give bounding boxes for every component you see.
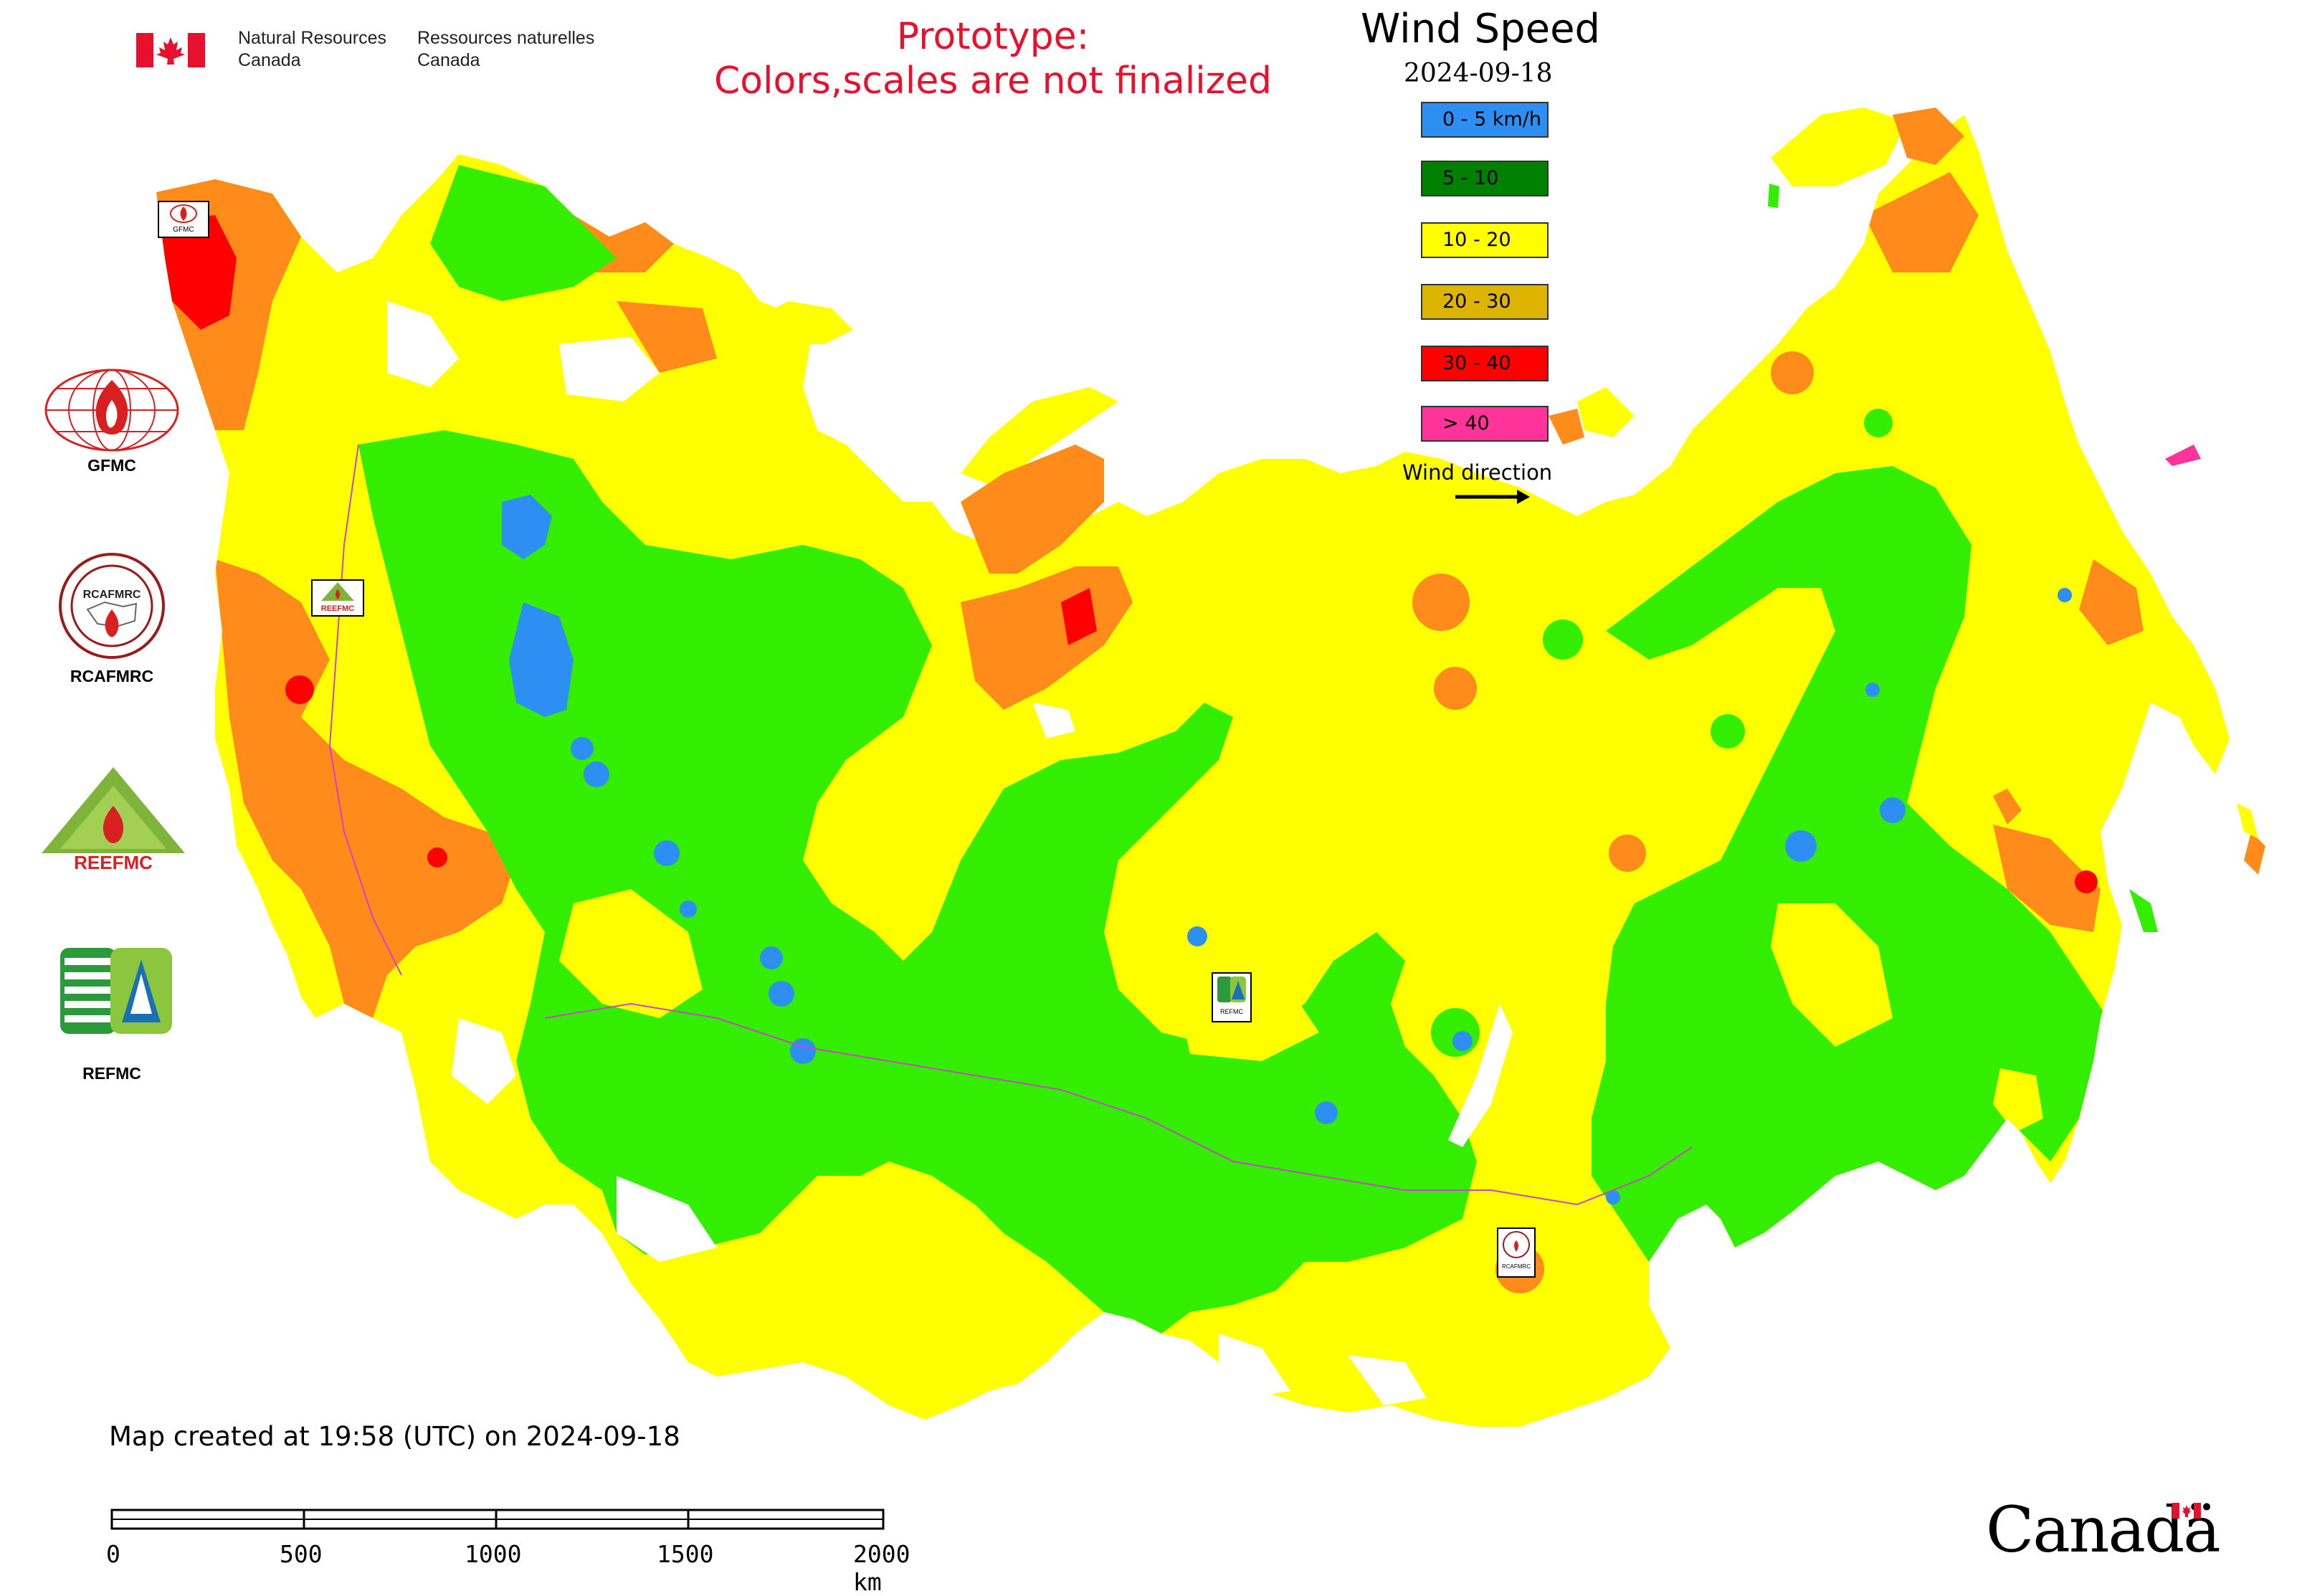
reefmc-badge-label: REEFMC (320, 604, 355, 613)
reefmc-badge-icon (321, 582, 354, 601)
scale-label-1000: 1000 (465, 1540, 522, 1568)
wind-direction-arrow-icon (1455, 490, 1530, 504)
refmc-badge-icon (1217, 977, 1246, 1002)
gov-name-french: Ressources naturelles Canada (417, 28, 595, 70)
legend-date: 2024-09-18 (1404, 59, 1553, 88)
legend-class-20-30: 20 - 30 (1421, 284, 1549, 320)
legend-label: 10 - 20 (1442, 229, 1511, 251)
gfmc-badge-icon (170, 204, 197, 223)
legend-label: > 40 (1442, 412, 1490, 434)
legend-class-30-40: 30 - 40 (1421, 346, 1549, 381)
legend-class-0-5: 0 - 5 km/h (1421, 102, 1549, 138)
reefmc-map-badge: REEFMC (311, 579, 364, 617)
refmc-badge-label: REFMC (1220, 1008, 1243, 1015)
legend-label: 0 - 5 km/h (1442, 108, 1541, 130)
reefmc-logo-text: REEFMC (74, 852, 153, 873)
scale-label-2000: 2000 km (853, 1540, 910, 1596)
rcafmrc-badge-icon (1503, 1231, 1530, 1258)
rcafmrc-logo-icon: RCAFMRC (59, 553, 165, 659)
rcafmrc-caption: RCAFMRC (70, 667, 154, 685)
map-created-timestamp: Map created at 19:58 (UTC) on 2024-09-18 (109, 1421, 680, 1452)
refmc-logo-icon (60, 948, 172, 1034)
wind-direction-label: Wind direction (1402, 460, 1553, 485)
gfmc-logo-icon (44, 369, 179, 452)
scale-bar: 0 500 1000 1500 2000 km (106, 1506, 910, 1596)
legend-class-over-40: > 40 (1421, 406, 1549, 442)
scale-label-1500: 1500 (657, 1540, 714, 1568)
wind-speed-legend: Wind Speed 2024-09-18 0 - 5 km/h 5 - 10 … (1312, 0, 1713, 516)
legend-label: 20 - 30 (1442, 290, 1511, 313)
rcafmrc-badge-label: RCAFMRC (1502, 1263, 1531, 1270)
gfmc-caption: GFMC (87, 456, 136, 475)
prototype-line-2: Colors,scales are not finalized (713, 60, 1273, 103)
refmc-caption: REFMC (82, 1064, 141, 1083)
rcafmrc-logo-text: RCAFMRC (83, 589, 141, 601)
legend-class-10-20: 10 - 20 (1421, 222, 1549, 258)
gov-name-english: Natural Resources Canada (238, 28, 387, 70)
wordmark-flag-icon (2172, 1503, 2201, 1519)
reefmc-logo-icon: REEFMC (42, 767, 185, 873)
scale-label-0: 0 (106, 1540, 120, 1568)
gfmc-badge-label: GFMC (173, 226, 194, 234)
scale-label-500: 500 (280, 1540, 323, 1568)
rcafmrc-map-badge: RCAFMRC (1497, 1227, 1536, 1278)
scale-bar-graphic (110, 1509, 885, 1530)
government-signature: Natural Resources Canada Ressources natu… (136, 27, 609, 77)
prototype-line-1: Prototype: (896, 15, 1090, 58)
canada-flag-icon (136, 33, 205, 67)
refmc-map-badge: REFMC (1212, 972, 1252, 1022)
legend-label: 30 - 40 (1442, 352, 1511, 374)
legend-label: 5 - 10 (1442, 167, 1499, 189)
canada-wordmark: Canadä (1986, 1493, 2221, 1567)
prototype-notice: Prototype: Colors,scales are not finaliz… (624, 14, 1362, 103)
legend-class-5-10: 5 - 10 (1421, 161, 1549, 196)
legend-title: Wind Speed (1361, 6, 1601, 52)
gfmc-map-badge: GFMC (158, 201, 209, 238)
